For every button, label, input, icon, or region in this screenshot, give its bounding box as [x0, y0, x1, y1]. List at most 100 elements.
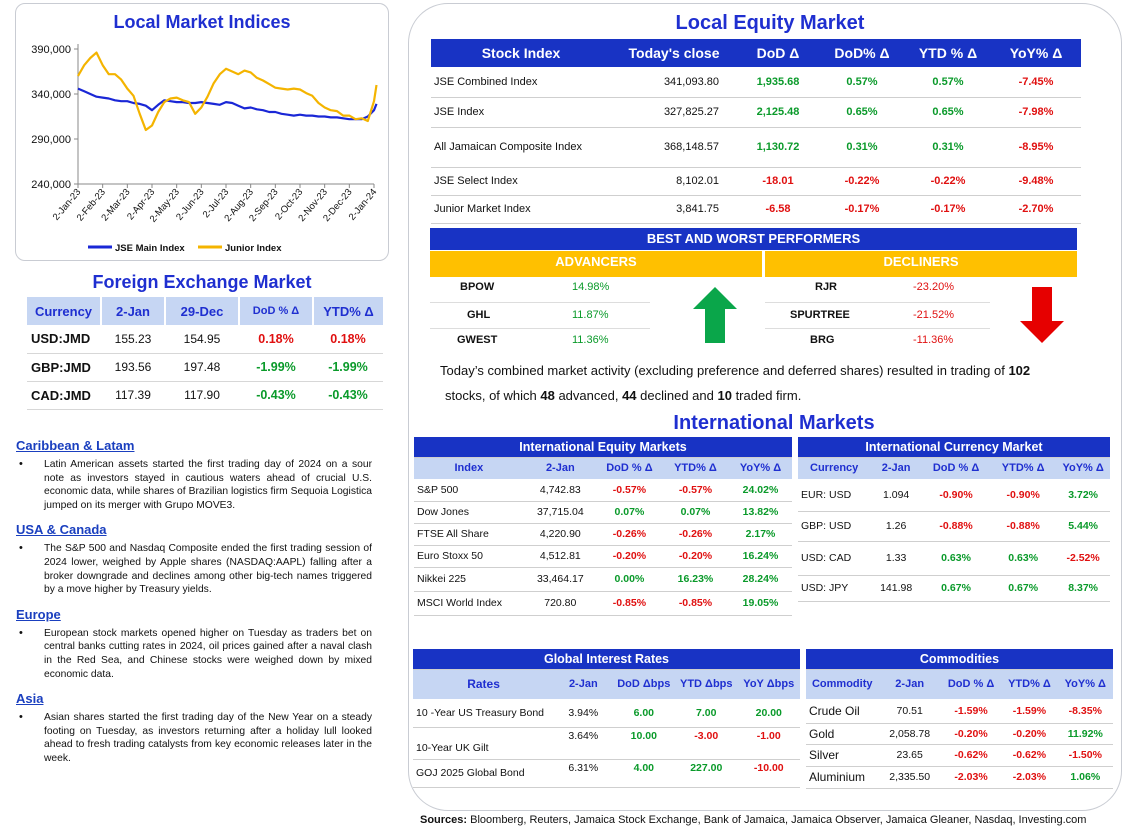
ic-value: 1.26 — [870, 511, 922, 542]
com-value: 23.65 — [878, 744, 941, 767]
advancer-row: GWEST 11.36% — [430, 331, 650, 351]
ic-dod: 0.63% — [921, 541, 991, 576]
intl-equity-caption: International Equity Markets — [414, 437, 792, 458]
fx-col-currency: Currency — [27, 297, 102, 325]
commodity-row: Crude Oil 70.51 -1.59% -1.59% -8.35% — [806, 699, 1113, 724]
eq-col-index: Stock Index — [481, 45, 561, 61]
com-yoy: -8.35% — [1057, 699, 1113, 724]
eq-dod: 2,125.48 — [737, 97, 819, 128]
decliner-row: RJR -23.20% — [765, 279, 990, 303]
equity-header-row: Stock Index Today's close DoD Δ DoD% Δ Y… — [431, 39, 1081, 67]
advancer-pct: 14.98% — [572, 281, 610, 293]
eq-dod: 1,130.72 — [737, 127, 819, 168]
eq-ytd: 0.65% — [905, 97, 991, 128]
ic-col-dod: DoD % Δ — [932, 462, 980, 475]
ie-col-date: 2-Jan — [545, 462, 575, 475]
fx-ytd: -0.43% — [313, 381, 383, 410]
com-value: 2,058.78 — [878, 723, 941, 745]
eq-dod: -18.01 — [737, 167, 819, 196]
intl-equity-header: Index 2-Jan DoD % Δ YTD% Δ YoY% Δ — [414, 457, 792, 479]
ie-dod: -0.85% — [596, 591, 662, 616]
rate-name: 10 -Year US Treasury Bond — [413, 699, 555, 728]
advancer-row: BPOW 14.98% — [430, 279, 650, 303]
fx-col-ytd: YTD% Δ — [323, 303, 374, 319]
com-value: 2,335.50 — [878, 766, 941, 789]
commodity-row: Aluminium 2,335.50 -2.03% -2.03% 1.06% — [806, 766, 1113, 789]
firm-count: 10 — [717, 388, 732, 403]
ie-value: 4,742.83 — [523, 479, 597, 502]
ic-dod: -0.90% — [921, 479, 991, 512]
bullet-icon: • — [19, 458, 23, 470]
chart-y-tick-label: 390,000 — [31, 44, 71, 56]
commodities-caption: Commodities — [806, 649, 1113, 670]
decliner-symbol: RJR — [815, 281, 838, 293]
eq-dod: -6.58 — [737, 195, 819, 224]
rate-ytd: 227.00 — [675, 759, 738, 788]
com-name: Aluminium — [806, 766, 879, 789]
decliner-pct: -11.36% — [913, 334, 954, 346]
eq-col-close: Today's close — [628, 45, 720, 61]
news-heading-caribbean: Caribbean & Latam — [16, 438, 135, 453]
sources-label: Sources: — [420, 814, 468, 826]
news-item: • The S&P 500 and Nasdaq Composite ended … — [16, 542, 378, 596]
com-yoy: -1.50% — [1057, 744, 1113, 767]
news-section: Caribbean & Latam • Latin American assets… — [16, 432, 378, 766]
ic-name: GBP: USD — [798, 511, 871, 542]
decliners-header: DECLINERS — [765, 251, 1077, 277]
advancers-header: ADVANCERS — [430, 251, 762, 277]
rates-col-yoy: YoY Δbps — [743, 678, 795, 691]
intl-currency-row: GBP: USD 1.26 -0.88% -0.88% 5.44% — [798, 511, 1110, 542]
eq-dodp: 0.31% — [819, 127, 905, 168]
eq-dodp: -0.17% — [819, 195, 905, 224]
intl-currency-row: USD: CAD 1.33 0.63% 0.63% -2.52% — [798, 541, 1110, 576]
ic-yoy: -2.52% — [1056, 541, 1110, 576]
ic-yoy: 8.37% — [1056, 575, 1110, 602]
commodities-table: Commodities Commodity 2-Jan DoD % Δ YTD%… — [806, 649, 1113, 789]
fx-row: CAD:JMD 117.39 117.90 -0.43% -0.43% — [27, 381, 383, 410]
eq-name: JSE Select Index — [431, 167, 611, 196]
rate-yoy: -10.00 — [737, 759, 800, 788]
ie-name: MSCI World Index — [414, 591, 524, 616]
com-yoy: 1.06% — [1057, 766, 1113, 789]
rates-header: Rates 2-Jan DoD Δbps YTD Δbps YoY Δbps — [413, 669, 800, 699]
rate-value: 6.31% — [554, 759, 613, 788]
rates-col-ytd: YTD Δbps — [680, 678, 733, 691]
commodity-row: Silver 23.65 -0.62% -0.62% -1.50% — [806, 744, 1113, 767]
ie-col-dod: DoD % Δ — [606, 462, 653, 475]
com-ytd: -0.62% — [1001, 744, 1058, 767]
eq-dodp: 0.65% — [819, 97, 905, 128]
ic-dod: 0.67% — [921, 575, 991, 602]
com-yoy: 11.92% — [1057, 723, 1113, 745]
news-heading-europe: Europe — [16, 606, 61, 622]
ic-dod: -0.88% — [921, 511, 991, 542]
eq-close: 327,825.27 — [611, 97, 737, 128]
com-dod: -1.59% — [940, 699, 1002, 724]
com-col-ytd: YTD% Δ — [1008, 678, 1051, 691]
ie-dod: -0.57% — [596, 479, 662, 502]
fx-col-dod: DoD % Δ — [239, 297, 314, 325]
chart-y-tick-label: 290,000 — [31, 134, 71, 146]
chart-y-tick-label: 240,000 — [31, 179, 71, 191]
local-indices-title: Local Market Indices — [113, 12, 291, 32]
fx-col-date1: 2-Jan — [101, 297, 166, 325]
rate-ytd: 7.00 — [675, 699, 738, 728]
fx-rate-prev: 197.48 — [165, 353, 239, 382]
ie-ytd: 16.23% — [661, 567, 729, 592]
fx-rate: 117.39 — [101, 381, 165, 410]
ie-value: 4,512.81 — [523, 545, 597, 568]
ie-dod: -0.26% — [596, 523, 662, 546]
intl-currency-table: International Currency Market Currency 2… — [798, 437, 1110, 602]
ie-yoy: 13.82% — [728, 501, 792, 524]
eq-dodp: -0.22% — [819, 167, 905, 196]
equity-title: Local Equity Market — [675, 12, 865, 34]
rates-col-date: 2-Jan — [568, 678, 598, 691]
eq-close: 8,102.01 — [611, 167, 737, 196]
intl-equity-row: Dow Jones 37,715.04 0.07% 0.07% 13.82% — [414, 501, 792, 524]
commodity-row: Gold 2,058.78 -0.20% -0.20% 11.92% — [806, 723, 1113, 745]
fx-header-row: Currency 2-Jan 29-Dec DoD % Δ YTD% Δ — [27, 297, 383, 325]
ie-dod: 0.07% — [596, 501, 662, 524]
rates-caption: Global Interest Rates — [413, 649, 800, 670]
ie-ytd: 0.07% — [661, 501, 729, 524]
eq-close: 368,148.57 — [611, 127, 737, 168]
chart-legend-label: Junior Index — [225, 243, 282, 254]
